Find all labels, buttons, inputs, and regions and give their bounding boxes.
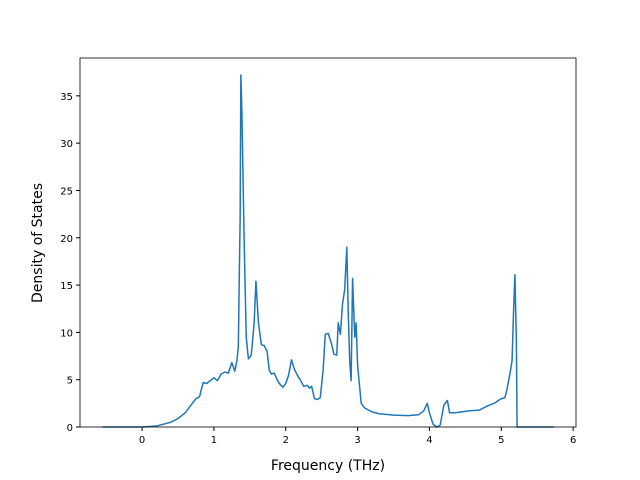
- y-tick-label: 15: [60, 281, 73, 292]
- x-axis-label: Frequency (THz): [271, 458, 385, 474]
- y-tick-label: 30: [60, 139, 73, 150]
- line: [102, 74, 554, 428]
- x-tick-label: 3: [354, 435, 360, 446]
- x-tick-label: 0: [139, 435, 145, 446]
- y-tick-label: 35: [60, 92, 73, 103]
- y-tick-label: 25: [60, 186, 73, 197]
- x-tick-label: 6: [570, 435, 576, 446]
- x-tick-label: 1: [211, 435, 217, 446]
- y-tick-label: 20: [60, 234, 73, 245]
- x-tick-label: 5: [498, 435, 504, 446]
- y-tick-label: 0: [67, 423, 73, 434]
- y-tick-label: 5: [67, 376, 73, 387]
- plot-frame: [79, 57, 577, 428]
- y-axis-label: Density of States: [30, 183, 46, 303]
- y-tick-label: 10: [60, 328, 73, 339]
- x-tick-label: 4: [426, 435, 432, 446]
- x-tick-label: 2: [283, 435, 289, 446]
